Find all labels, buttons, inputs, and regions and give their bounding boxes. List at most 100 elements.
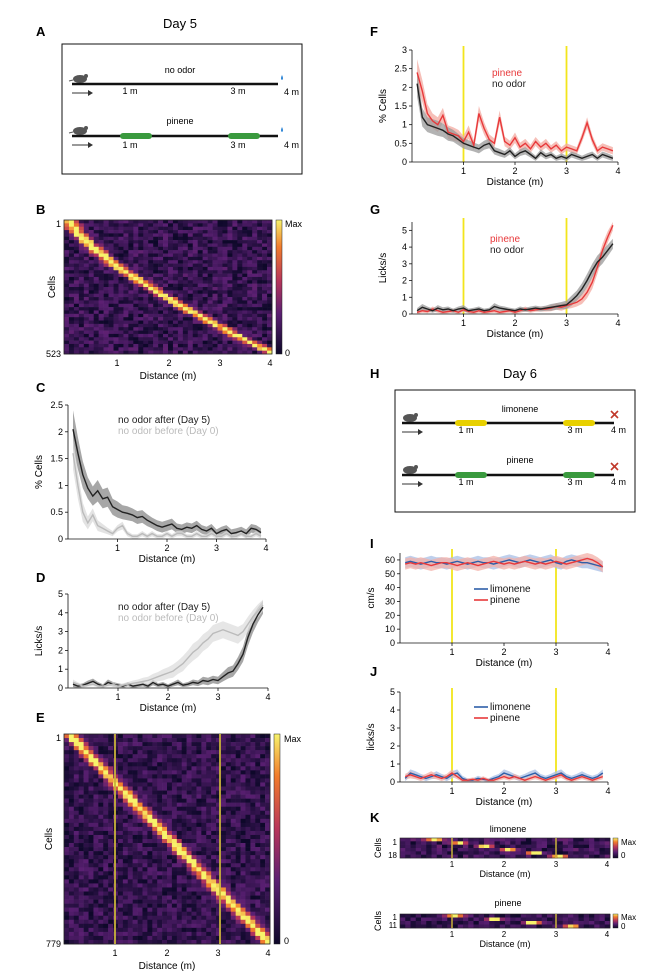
- heatmap-cell: [153, 350, 159, 355]
- heatmap-cell: [98, 822, 104, 828]
- heatmap-cell: [191, 830, 197, 836]
- heatmap-cell: [192, 220, 199, 224]
- heatmap-cell: [127, 814, 133, 820]
- heatmap-cell: [191, 802, 197, 807]
- heatmap-cell: [197, 233, 203, 238]
- heatmap-cell: [267, 343, 273, 348]
- heatmap-cell: [240, 814, 246, 820]
- heatmap-cell: [599, 917, 606, 922]
- heatmap-cell: [578, 841, 585, 845]
- heatmap-cell: [237, 300, 243, 305]
- heatmap-cell: [152, 931, 158, 937]
- heatmap-cell: [163, 266, 169, 271]
- heatmap-cell: [192, 303, 199, 308]
- heatmap-cell: [147, 786, 153, 791]
- heatmap-cell: [123, 250, 129, 254]
- heatmap-cell: [73, 746, 80, 751]
- heatmap-cell: [98, 847, 104, 852]
- heatmap-cell: [191, 911, 197, 917]
- heatmap-cell: [227, 297, 233, 301]
- heatmap-cell: [222, 313, 228, 318]
- heatmap-cell: [64, 734, 70, 739]
- heatmap-cell: [211, 774, 217, 779]
- heatmap-cell: [122, 766, 129, 771]
- heatmap-cell: [599, 844, 606, 849]
- heatmap-cell: [167, 879, 173, 884]
- heatmap-cell: [247, 317, 253, 321]
- heatmap-cell: [132, 814, 138, 820]
- heatmap-cell: [103, 280, 109, 284]
- heatmap-cell: [172, 320, 179, 325]
- heatmap-cell: [242, 266, 248, 271]
- heatmap-cell: [207, 256, 213, 261]
- heatmap-cell: [143, 320, 149, 325]
- xtick-label: 4: [605, 860, 610, 869]
- heatmap-cell: [64, 343, 70, 348]
- heatmap-cell: [217, 280, 223, 284]
- direction-arrow-icon: [402, 481, 423, 487]
- heatmap-cell: [103, 847, 109, 852]
- heatmap-cell: [255, 867, 261, 872]
- heatmap-cell: [240, 834, 246, 840]
- heatmap-cell: [211, 786, 217, 791]
- y-tick-label: 1: [58, 664, 63, 674]
- heatmap-cell: [206, 742, 212, 747]
- heatmap-cell: [237, 270, 243, 274]
- heatmap-cell: [400, 841, 406, 845]
- heatmap-cell: [494, 844, 501, 849]
- heatmap-cell: [163, 253, 169, 258]
- heatmap-cell: [117, 875, 124, 880]
- heatmap-cell: [196, 778, 202, 783]
- heatmap-cell: [117, 907, 124, 912]
- heatmap-cell: [117, 750, 124, 755]
- heatmap-cell: [262, 260, 268, 264]
- heatmap-cell: [206, 871, 212, 876]
- heatmap-cell: [186, 887, 192, 892]
- heatmap-cell: [162, 754, 168, 759]
- heatmap-cell: [73, 899, 80, 904]
- heatmap-cell: [222, 250, 228, 254]
- heatmap-cell: [267, 283, 273, 288]
- heatmap-cell: [216, 907, 222, 912]
- heatmap-cell: [260, 891, 266, 896]
- heatmap-cell: [216, 774, 222, 779]
- heatmap-cell: [245, 822, 251, 828]
- heatmap-cell: [242, 246, 248, 251]
- heatmap-cell: [220, 802, 227, 807]
- y-tick-label: 5: [58, 589, 63, 599]
- heatmap-cell: [83, 290, 90, 294]
- heatmap-cell: [255, 843, 261, 848]
- heatmap-cell: [531, 854, 537, 859]
- heatmap-cell: [98, 931, 104, 937]
- heatmap-cell: [117, 919, 124, 925]
- heatmap-cell: [158, 246, 164, 251]
- heatmap-cell: [216, 859, 222, 864]
- heatmap-cell: [197, 263, 203, 268]
- heatmap-cell: [473, 917, 480, 922]
- heatmap-cell: [568, 851, 574, 855]
- heatmap-cell: [252, 310, 258, 315]
- heatmap-cell: [168, 327, 174, 331]
- heatmap-cell: [143, 307, 149, 311]
- heatmap-cell: [262, 230, 268, 234]
- heatmap-cell: [217, 307, 223, 311]
- heatmap-cell: [117, 734, 124, 739]
- heatmap-cell: [103, 220, 109, 224]
- heatmap-cell: [452, 844, 459, 849]
- heatmap-cell: [122, 931, 129, 937]
- heatmap-cell: [162, 883, 168, 888]
- heatmap-cell: [216, 895, 222, 900]
- heatmap-cell: [265, 907, 271, 912]
- heatmap-cell: [212, 303, 218, 308]
- heatmap-cell: [531, 841, 537, 845]
- heatmap-cell: [113, 220, 119, 224]
- heatmap-cell: [93, 347, 99, 351]
- heatmap-cell: [599, 854, 606, 859]
- heatmap-cell: [162, 915, 168, 921]
- heatmap-cell: [589, 921, 595, 925]
- heatmap-cell: [211, 911, 217, 917]
- heatmap-cell: [227, 263, 233, 268]
- heatmap-cell: [153, 297, 159, 301]
- heatmap-cell: [137, 766, 143, 771]
- heatmap-cell: [83, 280, 90, 284]
